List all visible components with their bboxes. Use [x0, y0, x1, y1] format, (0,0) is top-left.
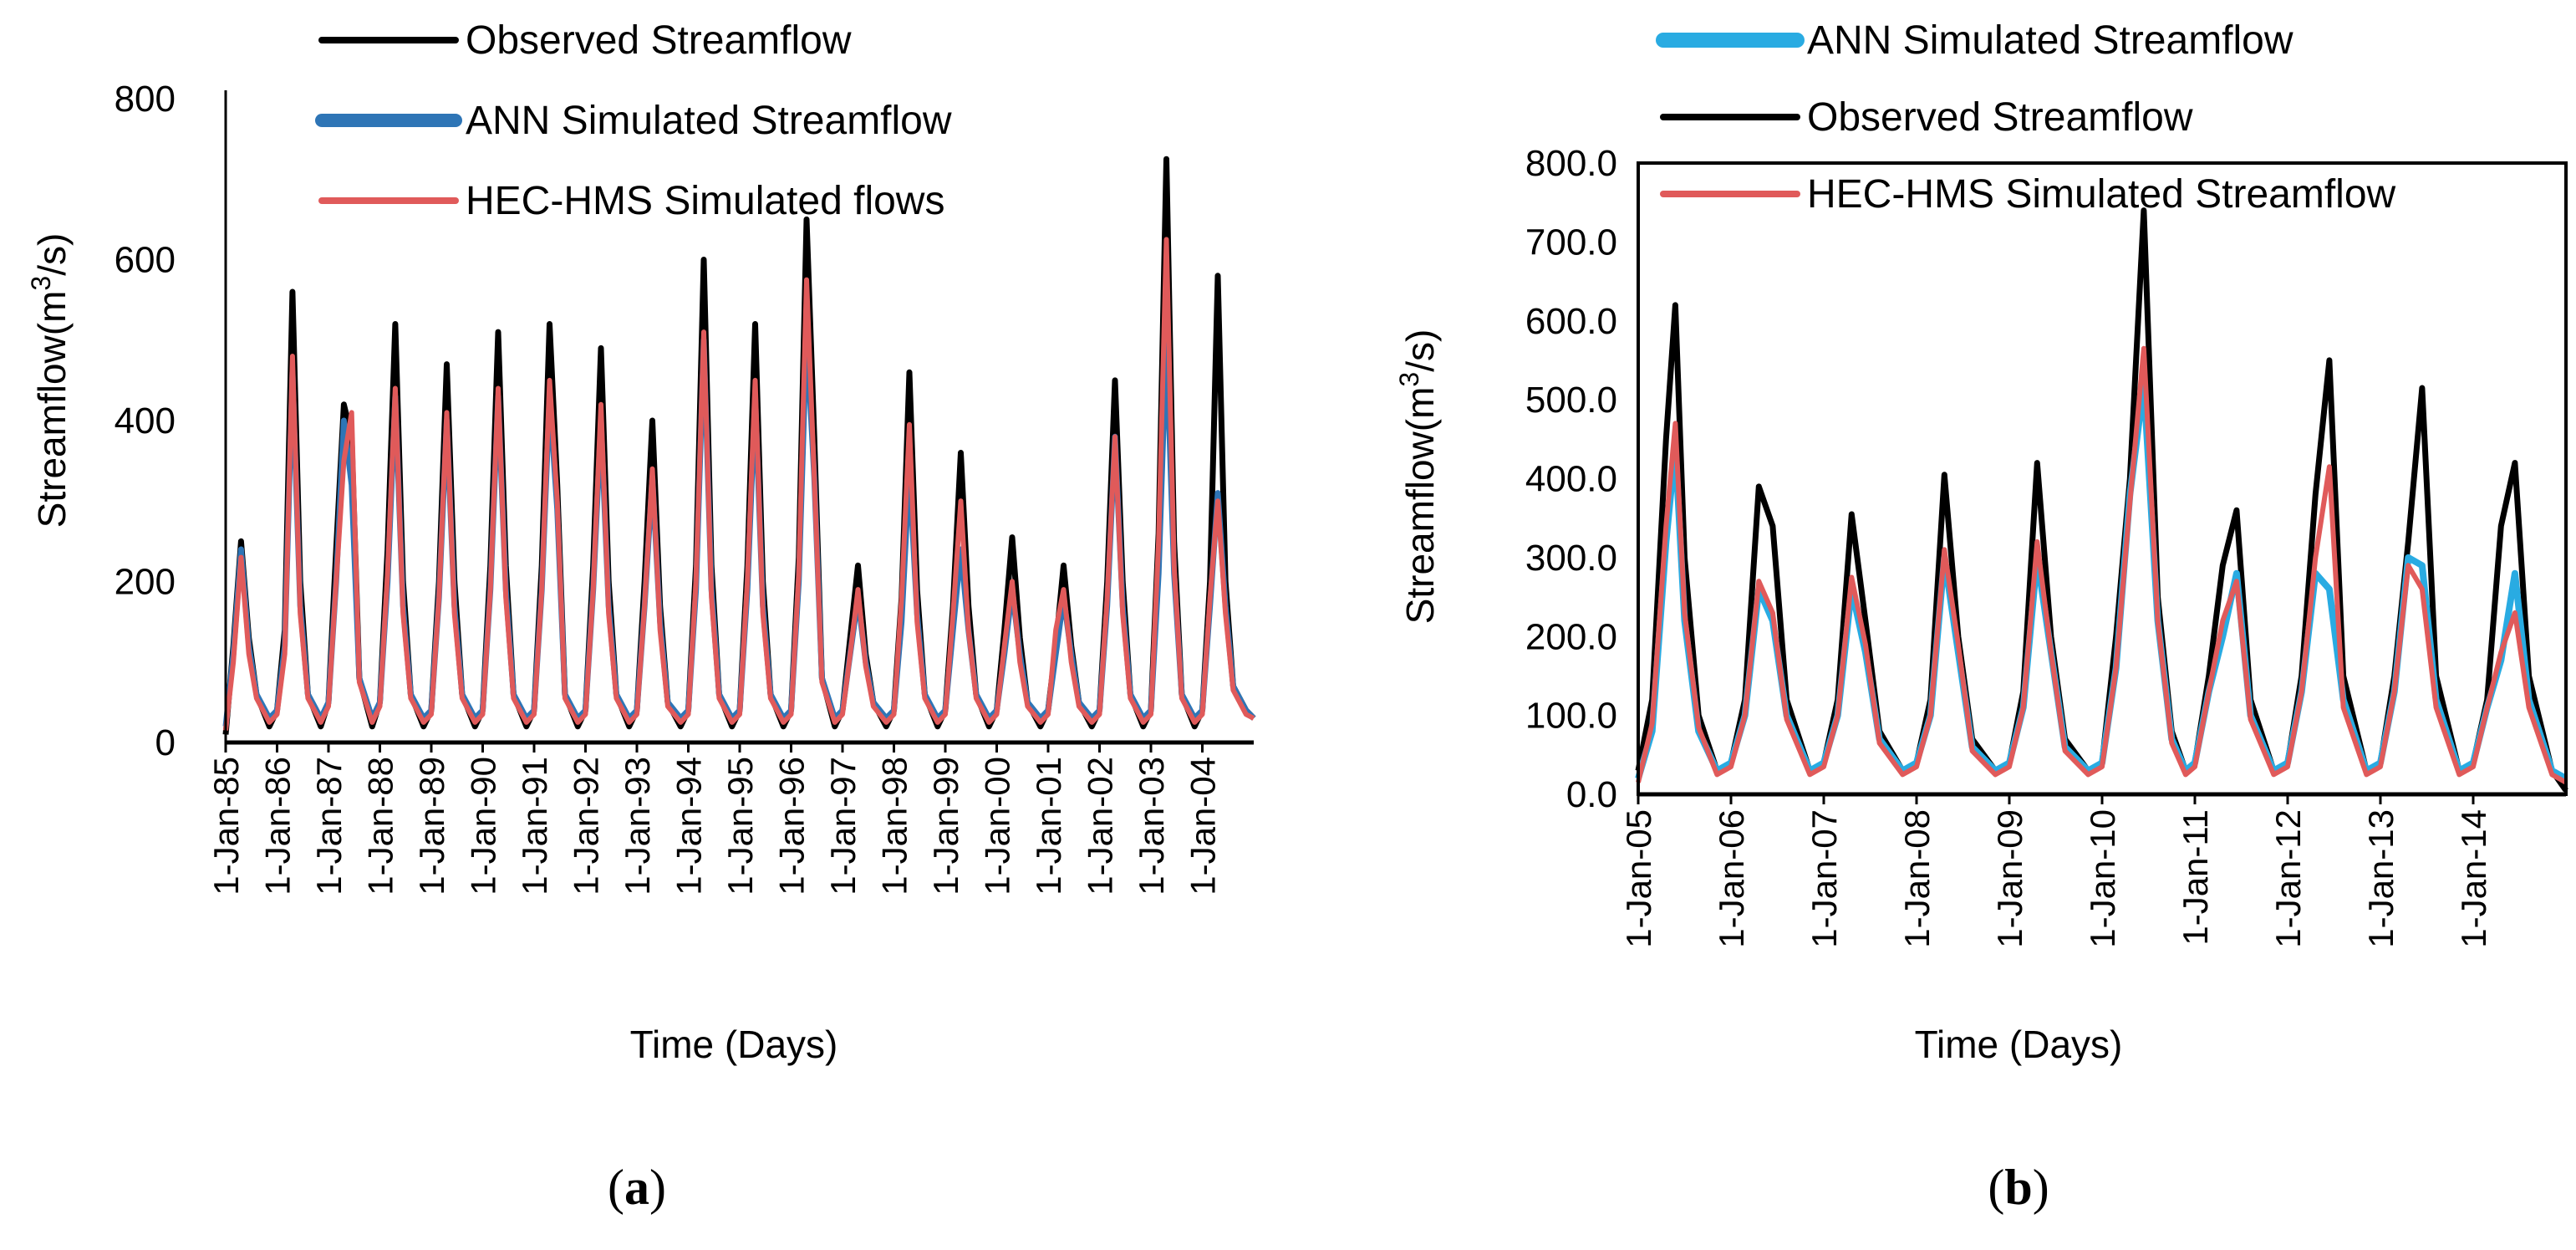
- x-tick-label: 1-Jan-92: [567, 757, 606, 895]
- y-tick-label: 100.0: [1525, 696, 1617, 737]
- series-group-b: [1635, 207, 2568, 793]
- x-tick-label: 1-Jan-07: [1805, 809, 1844, 948]
- axes-a: [224, 90, 1254, 745]
- panel-label-a: (a): [608, 1160, 666, 1215]
- x-tick-label: 1-Jan-85: [206, 757, 246, 895]
- x-tick-label: 1-Jan-93: [618, 757, 657, 895]
- x-tick-label: 1-Jan-10: [2083, 809, 2122, 948]
- y-tick-label: 800: [115, 79, 176, 120]
- x-tick-label: 1-Jan-91: [515, 757, 554, 895]
- x-tick-label: 1-Jan-94: [669, 757, 709, 895]
- y-tick-label: 500.0: [1525, 380, 1617, 421]
- x-tick-label: 1-Jan-86: [258, 757, 298, 895]
- y-axis-title-b: Streamflow(m3/s): [1394, 329, 1442, 625]
- y-tick-label: 600.0: [1525, 301, 1617, 342]
- x-tick-label: 1-Jan-96: [772, 757, 812, 895]
- y-axis-ticks-a: 0 200 400 600 800: [115, 79, 176, 763]
- x-tick-label: 1-Jan-12: [2268, 809, 2308, 948]
- y-axis-title-a: Streamflow(m3/s): [26, 233, 74, 528]
- y-tick-label: 300.0: [1525, 538, 1617, 579]
- x-tick-label: 1-Jan-14: [2454, 809, 2493, 948]
- x-tick-label: 1-Jan-87: [309, 757, 349, 895]
- legend-label-ann: ANN Simulated Streamflow: [1807, 18, 2293, 63]
- y-tick-label: 400: [115, 401, 176, 441]
- x-tick-label: 1-Jan-95: [720, 757, 760, 895]
- x-tick-label: 1-Jan-08: [1897, 809, 1937, 948]
- y-tick-label: 0.0: [1566, 774, 1617, 815]
- x-tick-label: 1-Jan-13: [2361, 809, 2400, 948]
- series-line-observed: [222, 156, 1256, 735]
- x-tick-label: 1-Jan-97: [823, 757, 863, 895]
- legend-b: ANN Simulated Streamflow Observed Streamf…: [1656, 18, 2396, 217]
- legend-a: Observed Streamflow ANN Simulated Streamf…: [315, 18, 952, 223]
- x-tick-label: 1-Jan-02: [1081, 757, 1120, 895]
- y-tick-label: 200: [115, 562, 176, 603]
- legend-label-observed: Observed Streamflow: [466, 18, 852, 63]
- series-line-hec: [223, 237, 1255, 731]
- y-tick-label: 700.0: [1525, 222, 1617, 263]
- x-tick-label: 1-Jan-99: [926, 757, 965, 895]
- x-tick-label: 1-Jan-00: [978, 757, 1017, 895]
- x-axis-ticks-a: 1-Jan-85 1-Jan-86 1-Jan-87 1-Jan-88 1-Jan-89…: [206, 742, 1223, 895]
- legend-label-ann: ANN Simulated Streamflow: [466, 99, 952, 143]
- x-axis-title-b: Time (Days): [1915, 1023, 2123, 1066]
- series-line-observed: [1635, 207, 2568, 793]
- chart-panel-b: ANN Simulated Streamflow Observed Streamf…: [1394, 18, 2568, 1215]
- x-tick-label: 1-Jan-09: [1990, 809, 2029, 948]
- x-tick-label: 1-Jan-11: [2176, 809, 2215, 946]
- legend-label-hec: HEC-HMS Simulated flows: [466, 179, 944, 223]
- x-tick-label: 1-Jan-05: [1619, 809, 1658, 948]
- x-axis-title-a: Time (Days): [630, 1023, 838, 1066]
- x-tick-label: 1-Jan-89: [412, 757, 451, 895]
- x-tick-label: 1-Jan-01: [1029, 757, 1068, 895]
- x-tick-label: 1-Jan-04: [1184, 757, 1223, 895]
- axes-b: [1637, 161, 2568, 797]
- chart-panel-a: Observed Streamflow ANN Simulated Streamf…: [26, 18, 1256, 1215]
- x-tick-label: 1-Jan-88: [361, 757, 400, 895]
- legend-label-observed: Observed Streamflow: [1807, 95, 2193, 140]
- x-tick-label: 1-Jan-03: [1132, 757, 1171, 895]
- y-tick-label: 0: [155, 722, 176, 763]
- panel-label-b: (b): [1988, 1160, 2049, 1215]
- x-tick-label: 1-Jan-06: [1712, 809, 1751, 948]
- x-tick-label: 1-Jan-98: [875, 757, 914, 895]
- x-axis-ticks-b: 1-Jan-05 1-Jan-06 1-Jan-07 1-Jan-08 1-Jan-09…: [1619, 794, 2493, 948]
- series-line-hec: [1636, 345, 2568, 785]
- y-tick-label: 600: [115, 240, 176, 281]
- x-tick-label: 1-Jan-90: [464, 757, 503, 895]
- y-axis-ticks-b: 0.0 100.0 200.0 300.0 400.0 500.0 600.0 700.0 80…: [1525, 143, 1617, 815]
- legend-label-hec: HEC-HMS Simulated Streamflow: [1807, 172, 2396, 217]
- y-tick-label: 200.0: [1525, 616, 1617, 657]
- y-tick-label: 800.0: [1525, 143, 1617, 184]
- series-group-a: [222, 156, 1256, 735]
- y-tick-label: 400.0: [1525, 459, 1617, 500]
